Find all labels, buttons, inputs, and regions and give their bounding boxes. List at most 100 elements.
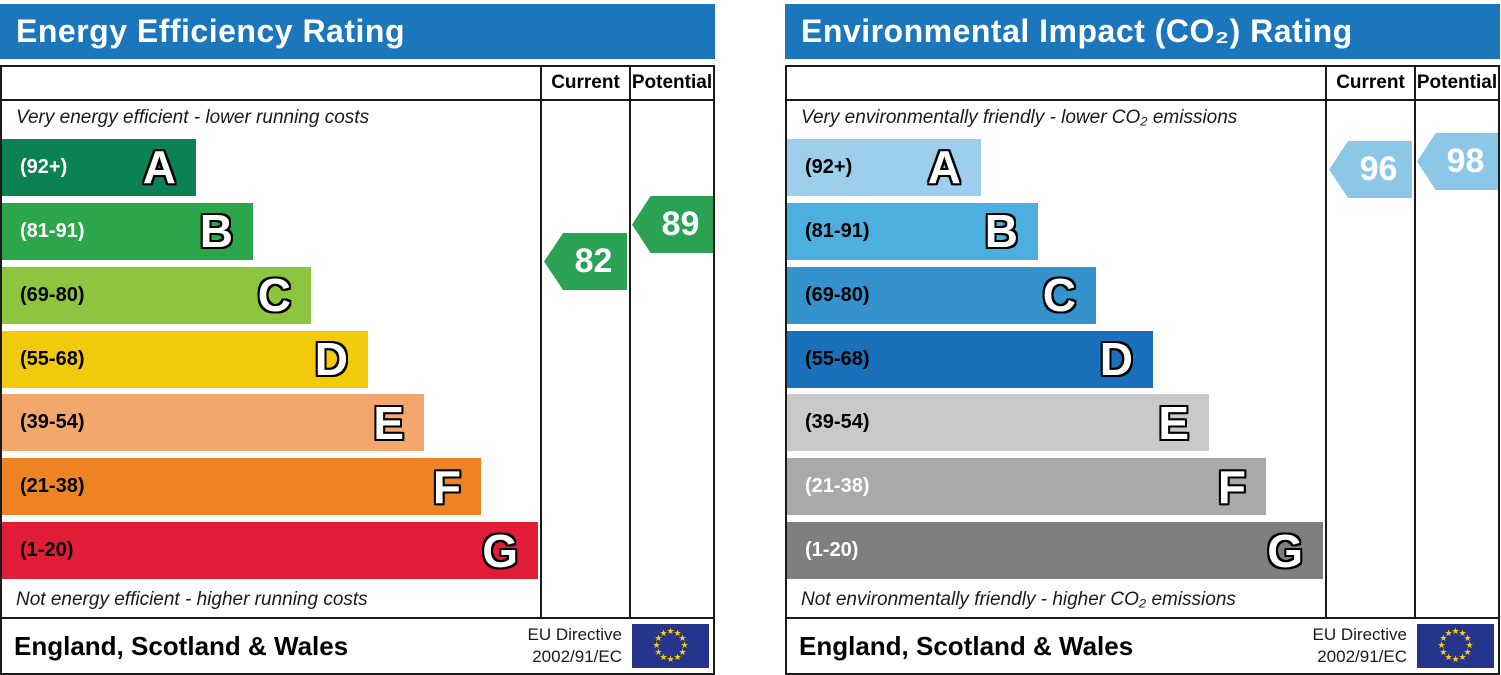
column-divider xyxy=(629,67,631,617)
table-footer: England, Scotland & Wales EU Directive 2… xyxy=(787,617,1498,673)
potential-rating-value: 89 xyxy=(661,205,700,243)
band-range-label: (81-91) xyxy=(20,219,85,242)
rating-table: Current Potential Very environmentally f… xyxy=(785,65,1500,675)
band-f-bar: (21-38) F xyxy=(2,458,481,516)
band-range-label: (1-20) xyxy=(805,539,859,562)
svg-text:★: ★ xyxy=(1439,634,1447,644)
current-column-header: Current xyxy=(1336,72,1405,93)
current-rating-value: 82 xyxy=(574,242,613,280)
svg-text:★: ★ xyxy=(666,627,674,637)
band-letter: E xyxy=(1158,396,1189,449)
potential-rating-arrow: 89 xyxy=(632,196,713,253)
column-header-row: Current Potential xyxy=(2,67,713,101)
svg-text:★: ★ xyxy=(659,653,667,663)
svg-text:★: ★ xyxy=(679,648,687,658)
current-rating-arrow: 96 xyxy=(1329,141,1412,198)
band-letter: E xyxy=(373,396,404,449)
band-a-bar: (92+) A xyxy=(2,138,196,196)
band-range-label: (39-54) xyxy=(805,411,870,434)
band-letter: B xyxy=(984,205,1018,258)
energy-efficiency-rating-panel: Energy Efficiency Rating Current Potenti… xyxy=(0,0,715,675)
band-range-label: (92+) xyxy=(805,155,853,178)
svg-text:★: ★ xyxy=(659,629,667,639)
band-f-bar: (21-38) F xyxy=(787,458,1266,516)
band-range-label: (92+) xyxy=(20,155,68,178)
band-letter: A xyxy=(927,141,961,194)
svg-text:★: ★ xyxy=(673,629,681,639)
svg-text:★: ★ xyxy=(666,655,674,665)
band-range-label: (69-80) xyxy=(805,283,870,306)
band-letter: C xyxy=(257,269,291,322)
panel-title-bar: Energy Efficiency Rating xyxy=(0,4,715,59)
potential-column-header: Potential xyxy=(1416,72,1498,93)
band-range-label: (55-68) xyxy=(805,347,870,370)
current-column-header: Current xyxy=(551,72,620,93)
svg-text:★: ★ xyxy=(1437,641,1445,651)
svg-text:★: ★ xyxy=(680,641,688,651)
svg-text:★: ★ xyxy=(1458,653,1466,663)
band-range-label: (55-68) xyxy=(20,347,85,370)
band-range-label: (81-91) xyxy=(805,219,870,242)
eu-directive-line1: EU Directive xyxy=(1312,624,1407,644)
band-range-label: (21-38) xyxy=(20,475,85,498)
svg-text:★: ★ xyxy=(1458,629,1466,639)
potential-rating-arrow: 98 xyxy=(1417,133,1498,190)
svg-text:★: ★ xyxy=(654,648,662,658)
band-letter: G xyxy=(482,524,518,577)
band-scale: Very energy efficient - lower running co… xyxy=(2,101,540,617)
region-label: England, Scotland & Wales xyxy=(799,630,1134,661)
band-range-label: (69-80) xyxy=(20,283,85,306)
table-footer: England, Scotland & Wales EU Directive 2… xyxy=(2,617,713,673)
band-letter: F xyxy=(432,460,461,513)
current-rating-arrow: 82 xyxy=(544,233,627,290)
current-rating-value: 96 xyxy=(1359,150,1398,188)
svg-text:★: ★ xyxy=(1451,655,1459,665)
eu-flag-icon: ★★ ★★ ★★ ★★ ★★ ★★ xyxy=(1417,624,1494,668)
eu-directive-line2: 2002/91/EC xyxy=(1317,647,1407,666)
band-c-bar: (69-80) C xyxy=(2,266,311,324)
band-range-label: (21-38) xyxy=(805,475,870,498)
band-b-bar: (81-91) B xyxy=(2,202,253,260)
top-note: Very energy efficient - lower running co… xyxy=(16,107,370,128)
band-b-bar: (81-91) B xyxy=(787,202,1038,260)
svg-text:★: ★ xyxy=(654,634,662,644)
environmental-impact-rating-panel: Environmental Impact (CO₂) Rating Curren… xyxy=(785,0,1500,675)
svg-text:★: ★ xyxy=(1439,648,1447,658)
band-letter: B xyxy=(199,205,233,258)
band-range-label: (39-54) xyxy=(20,411,85,434)
band-letter: F xyxy=(1217,460,1246,513)
band-e-bar: (39-54) E xyxy=(2,394,424,452)
eu-directive-label: EU Directive 2002/91/EC xyxy=(528,624,632,668)
svg-text:★: ★ xyxy=(1465,641,1473,651)
eu-directive-label: EU Directive 2002/91/EC xyxy=(1313,624,1417,668)
panel-title-bar: Environmental Impact (CO₂) Rating xyxy=(785,4,1500,59)
band-g-bar: (1-20) G xyxy=(787,522,1323,580)
svg-text:★: ★ xyxy=(673,653,681,663)
column-divider xyxy=(1325,67,1327,617)
potential-column-header: Potential xyxy=(631,72,713,93)
eu-directive-line2: 2002/91/EC xyxy=(532,647,622,666)
panel-title: Energy Efficiency Rating xyxy=(16,13,405,49)
svg-text:★: ★ xyxy=(1464,634,1472,644)
band-e-bar: (39-54) E xyxy=(787,394,1209,452)
panel-title: Environmental Impact (CO₂) Rating xyxy=(801,13,1353,49)
eu-flag-icon: ★★ ★★ ★★ ★★ ★★ ★★ xyxy=(632,624,709,668)
band-a-bar: (92+) A xyxy=(787,138,981,196)
bottom-note: Not energy efficient - higher running co… xyxy=(16,589,368,610)
bottom-note: Not environmentally friendly - higher CO… xyxy=(801,589,1236,610)
svg-text:★: ★ xyxy=(652,641,660,651)
band-letter: G xyxy=(1267,524,1303,577)
band-letter: D xyxy=(1099,333,1133,385)
column-header-row: Current Potential xyxy=(787,67,1498,101)
svg-text:★: ★ xyxy=(679,634,687,644)
svg-text:★: ★ xyxy=(1464,648,1472,658)
band-range-label: (1-20) xyxy=(20,539,74,562)
band-d-bar: (55-68) D xyxy=(787,330,1153,388)
band-g-bar: (1-20) G xyxy=(2,522,538,580)
top-note: Very environmentally friendly - lower CO… xyxy=(801,107,1238,128)
region-label: England, Scotland & Wales xyxy=(14,630,349,661)
column-divider xyxy=(540,67,542,617)
band-d-bar: (55-68) D xyxy=(2,330,368,388)
band-c-bar: (69-80) C xyxy=(787,266,1096,324)
